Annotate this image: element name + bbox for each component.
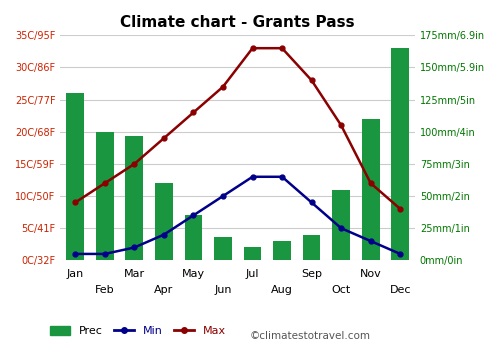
Text: Jan: Jan — [66, 270, 84, 279]
Text: Mar: Mar — [124, 270, 145, 279]
Text: Sep: Sep — [301, 270, 322, 279]
Bar — [273, 241, 291, 260]
Bar — [96, 132, 114, 260]
Bar — [66, 93, 84, 260]
Bar — [392, 48, 409, 260]
Bar — [184, 215, 202, 260]
Text: Oct: Oct — [332, 285, 351, 295]
Text: Aug: Aug — [271, 285, 293, 295]
Title: Climate chart - Grants Pass: Climate chart - Grants Pass — [120, 15, 355, 30]
Text: Jul: Jul — [246, 270, 260, 279]
Bar — [362, 119, 380, 260]
Text: Jun: Jun — [214, 285, 232, 295]
Text: May: May — [182, 270, 205, 279]
Bar — [126, 136, 143, 260]
Text: ©climatestotravel.com: ©climatestotravel.com — [250, 331, 371, 341]
Bar — [332, 190, 350, 260]
Bar — [244, 247, 262, 260]
Text: Dec: Dec — [390, 285, 411, 295]
Text: Apr: Apr — [154, 285, 174, 295]
Text: Feb: Feb — [95, 285, 114, 295]
Bar — [155, 183, 173, 260]
Bar — [214, 237, 232, 260]
Bar — [302, 234, 320, 260]
Legend: Prec, Min, Max: Prec, Min, Max — [46, 322, 230, 341]
Text: Nov: Nov — [360, 270, 382, 279]
